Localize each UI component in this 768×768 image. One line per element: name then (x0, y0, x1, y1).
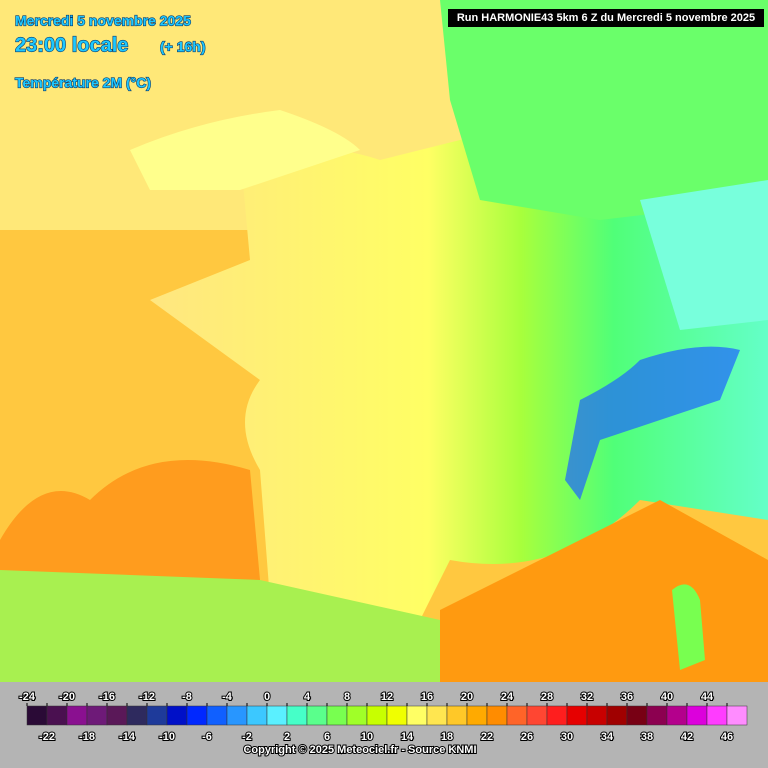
legend-label: -16 (99, 691, 115, 703)
legend-label: -14 (119, 731, 136, 743)
legend-label: -4 (222, 691, 233, 703)
legend-swatch (646, 705, 668, 726)
legend-swatch (606, 705, 628, 726)
legend-label: -6 (202, 731, 212, 743)
legend-swatch (86, 705, 108, 726)
legend-swatch (166, 705, 188, 726)
legend-swatch (686, 705, 708, 726)
germany-land (440, 0, 768, 220)
legend-label: 18 (441, 731, 453, 743)
legend-label: 14 (401, 731, 414, 743)
legend-label: 8 (344, 691, 350, 703)
legend-label: 44 (701, 691, 714, 703)
cold-area (640, 180, 768, 330)
legend-swatch (146, 705, 168, 726)
bay-of-biscay (0, 460, 260, 600)
legend-label: 22 (481, 731, 493, 743)
legend-swatch (186, 705, 208, 726)
map (0, 0, 768, 690)
legend-swatch (446, 705, 468, 726)
legend-swatch (106, 705, 128, 726)
legend-label: -2 (242, 731, 252, 743)
legend-swatch (726, 705, 748, 726)
legend-label: -8 (182, 691, 192, 703)
legend-swatch (66, 705, 88, 726)
legend-label: 2 (284, 731, 290, 743)
legend-swatch (506, 705, 528, 726)
legend-swatch (226, 705, 248, 726)
legend-swatch (406, 705, 428, 726)
legend-swatch (466, 705, 488, 726)
legend-label: 38 (641, 731, 653, 743)
run-box (448, 9, 764, 27)
legend-label: 24 (501, 691, 514, 703)
time-label: 23:00 locale (15, 34, 128, 56)
legend-label: -18 (79, 731, 95, 743)
lead-label: (+ 16h) (160, 39, 206, 55)
legend-swatch (366, 705, 388, 726)
spain-land (0, 570, 440, 690)
legend-swatch (246, 705, 268, 726)
legend-swatch (26, 705, 48, 726)
legend-swatch (666, 705, 688, 726)
field-label: Température 2M (°C) (15, 75, 151, 91)
legend-swatch (426, 705, 448, 726)
legend-swatch (266, 705, 288, 726)
alps (565, 346, 740, 500)
legend-label: -24 (19, 691, 36, 703)
legend-swatch (326, 705, 348, 726)
legend-swatch (626, 705, 648, 726)
legend-label: -12 (139, 691, 155, 703)
legend-label: 32 (581, 691, 593, 703)
legend-label: 26 (521, 731, 533, 743)
legend-label: 30 (561, 731, 573, 743)
legend-swatch (586, 705, 608, 726)
legend-label: -20 (59, 691, 75, 703)
legend-swatch (706, 705, 728, 726)
legend-swatch (346, 705, 368, 726)
legend-label: 10 (361, 731, 373, 743)
legend-label: 4 (304, 691, 311, 703)
run-label: Run HARMONIE43 5km 6 Z du Mercredi 5 nov… (457, 12, 755, 24)
legend-swatch (566, 705, 588, 726)
legend-label: 46 (721, 731, 733, 743)
legend-label: 28 (541, 691, 553, 703)
legend-label: 0 (264, 691, 270, 703)
england-land (130, 110, 360, 190)
legend-label: 20 (461, 691, 473, 703)
legend-swatch (286, 705, 308, 726)
legend-label: 36 (621, 691, 633, 703)
legend-label: -22 (39, 731, 55, 743)
corsica (672, 584, 705, 670)
legend-label: -10 (159, 731, 175, 743)
legend-swatch (206, 705, 228, 726)
legend-label: 16 (421, 691, 433, 703)
copyright: Copyright © 2025 Meteociel.fr - Source K… (243, 744, 476, 756)
legend: -24-22-20-18-16-14-12-10-8-6-4-202468101… (18, 690, 748, 744)
legend-label: 6 (324, 731, 330, 743)
legend-label: 34 (601, 731, 614, 743)
legend-label: 42 (681, 731, 693, 743)
legend-swatch (306, 705, 328, 726)
legend-swatch (46, 705, 68, 726)
legend-swatch (486, 705, 508, 726)
legend-swatch (386, 705, 408, 726)
legend-swatch (526, 705, 548, 726)
date-label: Mercredi 5 novembre 2025 (15, 13, 191, 29)
legend-swatch (546, 705, 568, 726)
legend-label: 40 (661, 691, 673, 703)
legend-swatch (126, 705, 148, 726)
legend-label: 12 (381, 691, 393, 703)
